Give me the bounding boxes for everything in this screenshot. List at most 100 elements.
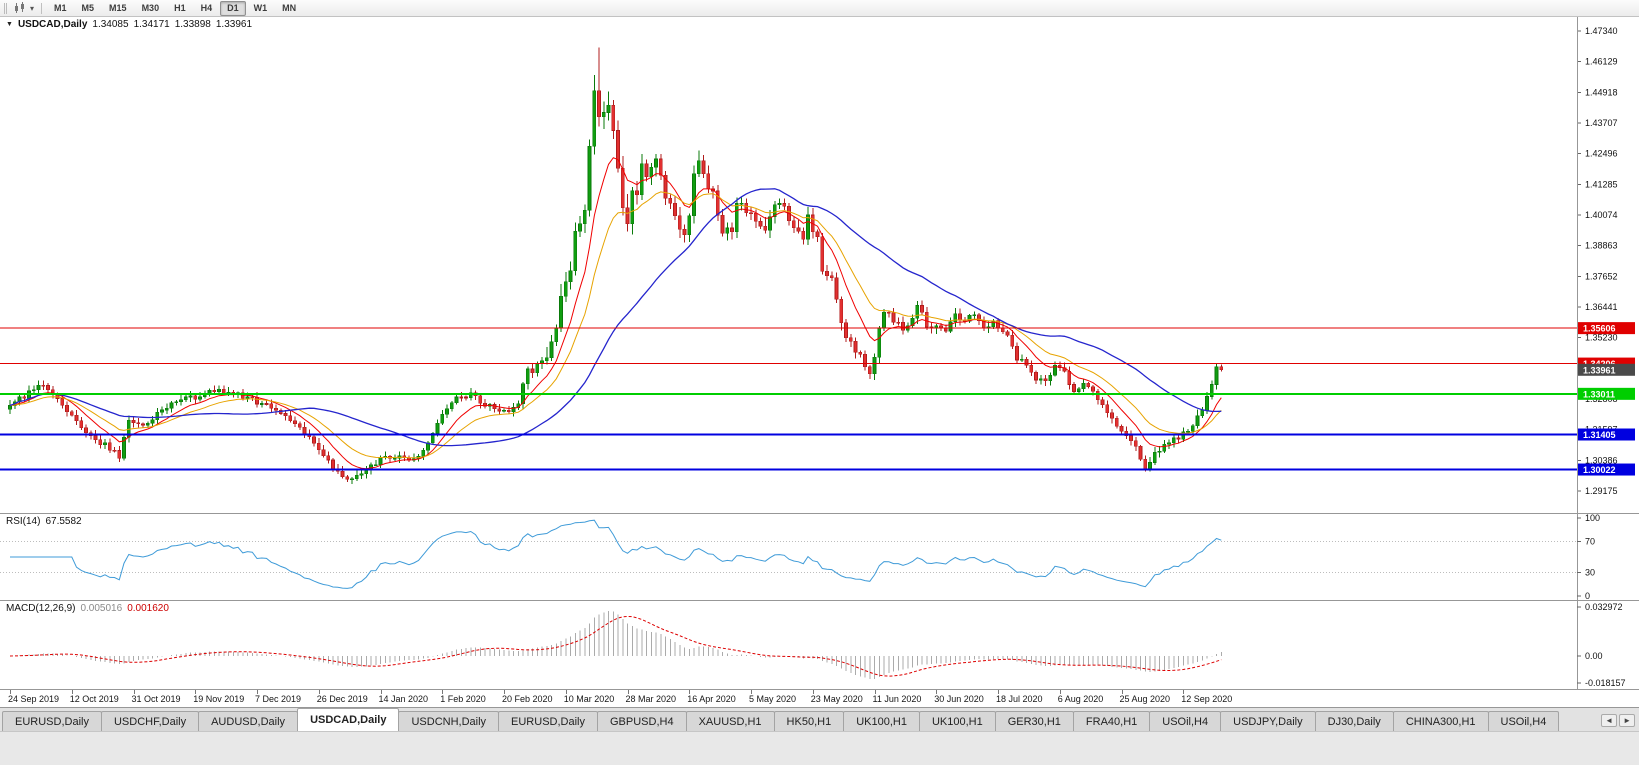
time-axis-tick xyxy=(998,690,999,694)
tab-hk50-h1-8[interactable]: HK50,H1 xyxy=(773,711,845,731)
time-axis-label: 31 Oct 2019 xyxy=(131,694,181,704)
tf-button-d1[interactable]: D1 xyxy=(220,0,246,16)
toolbar-separator xyxy=(41,2,43,14)
time-axis-tick xyxy=(10,690,11,694)
time-axis-tick xyxy=(71,690,73,694)
tab-xauusd-h1-7[interactable]: XAUUSD,H1 xyxy=(685,711,775,731)
tab-gbpusd-h4-6[interactable]: GBPUSD,H4 xyxy=(597,711,687,731)
tf-button-h1[interactable]: H1 xyxy=(174,2,186,13)
tab-scroll-right-icon[interactable]: ► xyxy=(1619,713,1635,727)
time-axis-tick xyxy=(133,690,135,694)
collapse-marker-icon[interactable]: ▼ xyxy=(6,21,13,28)
ohlc-open: 1.34085 xyxy=(92,19,129,30)
time-axis-tick xyxy=(689,690,691,694)
svg-text:1.36441: 1.36441 xyxy=(1585,302,1618,312)
tf-button-m1[interactable]: M1 xyxy=(54,2,67,13)
time-axis-tick xyxy=(936,690,938,694)
chart-title: ▼ USDCAD,Daily 1.34085 1.34171 1.33898 1… xyxy=(6,19,252,30)
price-chart-canvas[interactable]: 1.47340 1.46129 1.44918 1.43707 1.42496 1.412… xyxy=(0,17,1639,513)
svg-text:30: 30 xyxy=(1585,568,1595,578)
time-axis-label: 7 Dec 2019 xyxy=(255,694,302,704)
time-axis-label: 25 Aug 2020 xyxy=(1119,694,1171,704)
dropdown-caret-icon[interactable]: ▾ xyxy=(30,3,35,13)
tab-usdchf-daily-1[interactable]: USDCHF,Daily xyxy=(100,711,200,731)
timeframe-buttons: M1 M5 M15 M30 H1 H4 D1 W1 MN xyxy=(47,0,303,16)
tab-ger30-h1-11[interactable]: GER30,H1 xyxy=(994,711,1074,731)
svg-text:100: 100 xyxy=(1585,514,1600,523)
tf-button-m5[interactable]: M5 xyxy=(81,2,95,13)
tf-button-m15[interactable]: M15 xyxy=(109,2,127,13)
tf-button-mn[interactable]: MN xyxy=(282,2,297,13)
tab-usdcnh-daily-4[interactable]: USDCNH,Daily xyxy=(398,711,500,731)
time-axis-tick xyxy=(565,690,567,694)
toolbar-grip[interactable] xyxy=(4,2,7,14)
time-axis-label: 19 Nov 2019 xyxy=(193,694,245,704)
macd-canvas: 0.032972 0.00 -0.018157 xyxy=(9,601,1626,689)
tab-china300-h1-16[interactable]: CHINA300,H1 xyxy=(1392,711,1489,731)
tab-eurusd-daily-5[interactable]: EURUSD,Daily xyxy=(498,711,598,731)
svg-text:1.40074: 1.40074 xyxy=(1585,210,1618,220)
svg-text:-0.018157: -0.018157 xyxy=(1585,678,1626,688)
time-axis-tick xyxy=(751,690,752,694)
time-axis[interactable]: 24 Sep 2019 12 Oct 2019 31 Oct 2019 19 Nov … xyxy=(0,689,1639,707)
tab-usoil-h4-17[interactable]: USOil,H4 xyxy=(1487,711,1560,731)
time-axis-label: 6 Aug 2020 xyxy=(1057,694,1104,704)
time-axis-label: 16 Apr 2020 xyxy=(687,694,736,704)
time-axis-label: 11 Jun 2020 xyxy=(872,694,922,704)
macd-title: MACD(12,26,9) 0.005016 0.001620 xyxy=(6,603,169,614)
tf-button-m30[interactable]: M30 xyxy=(141,2,160,13)
rsi-canvas: 100 70 30 0 xyxy=(0,514,1600,600)
svg-text:0.032972: 0.032972 xyxy=(1585,602,1623,612)
candlestick-chart-icon[interactable] xyxy=(11,1,28,16)
svg-text:1.30386: 1.30386 xyxy=(1585,455,1618,465)
time-axis-tick xyxy=(504,690,505,694)
ohlc-close: 1.33961 xyxy=(215,19,253,30)
tab-scroll-left-icon[interactable]: ◄ xyxy=(1601,713,1618,727)
svg-text:1.38863: 1.38863 xyxy=(1585,241,1618,251)
tab-usoil-h4-13[interactable]: USOil,H4 xyxy=(1149,711,1222,731)
time-axis-label: 24 Sep 2019 xyxy=(8,694,60,704)
time-axis-label: 14 Jan 2020 xyxy=(378,694,429,704)
time-axis-label: 5 May 2020 xyxy=(749,694,797,704)
svg-text:1.42496: 1.42496 xyxy=(1585,149,1618,159)
candlestick-glyph xyxy=(15,2,24,13)
ohlc-low: 1.33898 xyxy=(174,19,211,30)
svg-text:1.41285: 1.41285 xyxy=(1585,179,1618,189)
svg-text:70: 70 xyxy=(1585,536,1595,546)
tab-uk100-h1-9[interactable]: UK100,H1 xyxy=(843,711,920,731)
svg-text:1.33961: 1.33961 xyxy=(1583,365,1616,375)
time-axis-tick xyxy=(812,690,814,694)
time-axis-label: 28 Mar 2020 xyxy=(625,694,677,704)
time-axis-label: 30 Jun 2020 xyxy=(934,694,984,704)
tab-usdcad-daily-3[interactable]: USDCAD,Daily xyxy=(297,708,400,731)
time-axis-tick xyxy=(318,690,320,694)
macd-label: MACD(12,26,9) xyxy=(6,603,76,614)
time-axis-label: 23 May 2020 xyxy=(810,694,863,704)
time-axis-tick xyxy=(1121,690,1123,694)
time-axis-label: 12 Oct 2019 xyxy=(69,694,119,704)
macd-main-value: 0.005016 xyxy=(80,603,123,614)
tab-fra40-h1-12[interactable]: FRA40,H1 xyxy=(1072,711,1151,731)
tab-audusd-daily-2[interactable]: AUDUSD,Daily xyxy=(198,711,299,731)
tab-usdjpy-daily-14[interactable]: USDJPY,Daily xyxy=(1220,711,1316,731)
rsi-title: RSI(14) 67.5582 xyxy=(6,516,82,527)
time-axis-label: 12 Sep 2020 xyxy=(1181,694,1233,704)
tf-button-w1[interactable]: W1 xyxy=(253,2,268,13)
tab-dj30-daily-15[interactable]: DJ30,Daily xyxy=(1314,711,1394,731)
time-axis-tick xyxy=(380,690,382,694)
time-axis-label: 10 Mar 2020 xyxy=(563,694,615,704)
chart-tabs: EURUSD,Daily USDCHF,Daily AUDUSD,Daily USDC… xyxy=(2,708,1560,731)
time-axis-tick xyxy=(874,690,876,694)
svg-text:1.47340: 1.47340 xyxy=(1585,26,1618,36)
time-axis-label: 26 Dec 2019 xyxy=(316,694,368,704)
time-axis-label: 20 Feb 2020 xyxy=(502,694,553,704)
time-axis-tick xyxy=(1183,690,1185,694)
svg-text:1.31405: 1.31405 xyxy=(1583,430,1616,440)
chart-symbol-label: USDCAD,Daily xyxy=(17,19,88,30)
svg-text:1.46129: 1.46129 xyxy=(1585,57,1618,67)
tab-uk100-h1-10[interactable]: UK100,H1 xyxy=(918,711,996,731)
tf-button-h4[interactable]: H4 xyxy=(200,2,213,13)
status-bar xyxy=(0,731,1639,765)
tab-eurusd-daily-0[interactable]: EURUSD,Daily xyxy=(2,711,102,731)
